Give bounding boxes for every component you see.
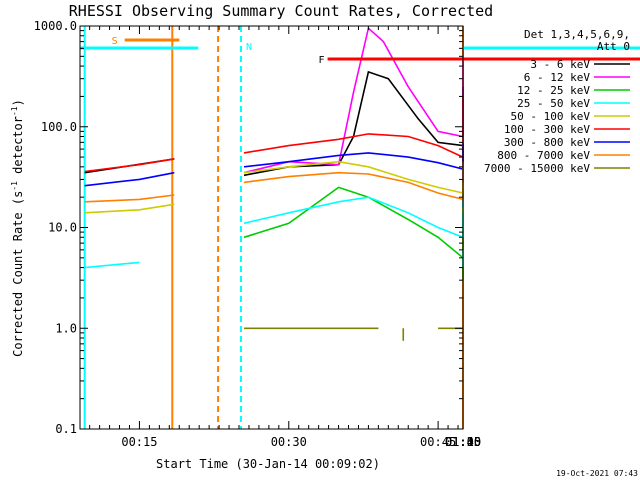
night-label: N [246,42,252,53]
legend-label: 3 - 6 keV [530,58,590,71]
timestamp: 19-Oct-2021 07:43 [556,469,638,478]
y-tick-label: 1000.0 [34,19,77,33]
y-axis-label-mid: detector [11,116,25,181]
legend-header-line2: Att 0 [597,40,630,53]
x-tick-label: 01:15 [445,435,481,449]
y-axis-label-sup1: -1 [10,181,19,191]
x-tick-label: 00:45 [420,435,456,449]
x-tick-label: 00:30 [271,435,307,449]
x-tick-label: 01:30 [445,435,481,449]
legend-label: 300 - 800 keV [504,136,590,149]
y-axis-label-sup2: -1 [10,106,19,116]
region-markers: S N F [80,36,640,66]
y-tick-label: 0.1 [55,422,77,436]
y-tick-label: 100.0 [41,120,77,134]
y-axis-label-main: Corrected Count Rate (s [11,191,25,357]
flare-label: F [319,55,325,66]
legend-label: 6 - 12 keV [524,71,591,84]
legend-label: 800 - 7000 keV [497,149,590,162]
legend-label: 12 - 25 keV [517,84,590,97]
y-axis-label-end: ) [11,99,25,106]
legend-label: 25 - 50 keV [517,97,590,110]
y-tick-label: 1.0 [55,321,77,335]
chart-title: RHESSI Observing Summary Count Rates, Co… [69,2,493,20]
legend-label: 100 - 300 keV [504,123,590,136]
x-tick-label: 00:15 [121,435,157,449]
legend-header-line1: Det 1,3,4,5,6,9, [524,28,630,41]
saa-label: S [112,36,118,47]
y-axis-ticks: 0.1 1.0 10.0 100.0 1000.0 [34,19,463,436]
y-axis-label: Corrected Count Rate (s-1 detector-1) [10,99,25,357]
x-tick-label: 01:00 [445,435,481,449]
x-tick-label: 01:45 [445,435,481,449]
y-tick-label: 10.0 [48,221,77,235]
x-axis-label: Start Time (30-Jan-14 00:09:02) [156,457,380,471]
legend-label: 50 - 100 keV [511,110,591,123]
legend-label: 7000 - 15000 keV [484,162,590,175]
